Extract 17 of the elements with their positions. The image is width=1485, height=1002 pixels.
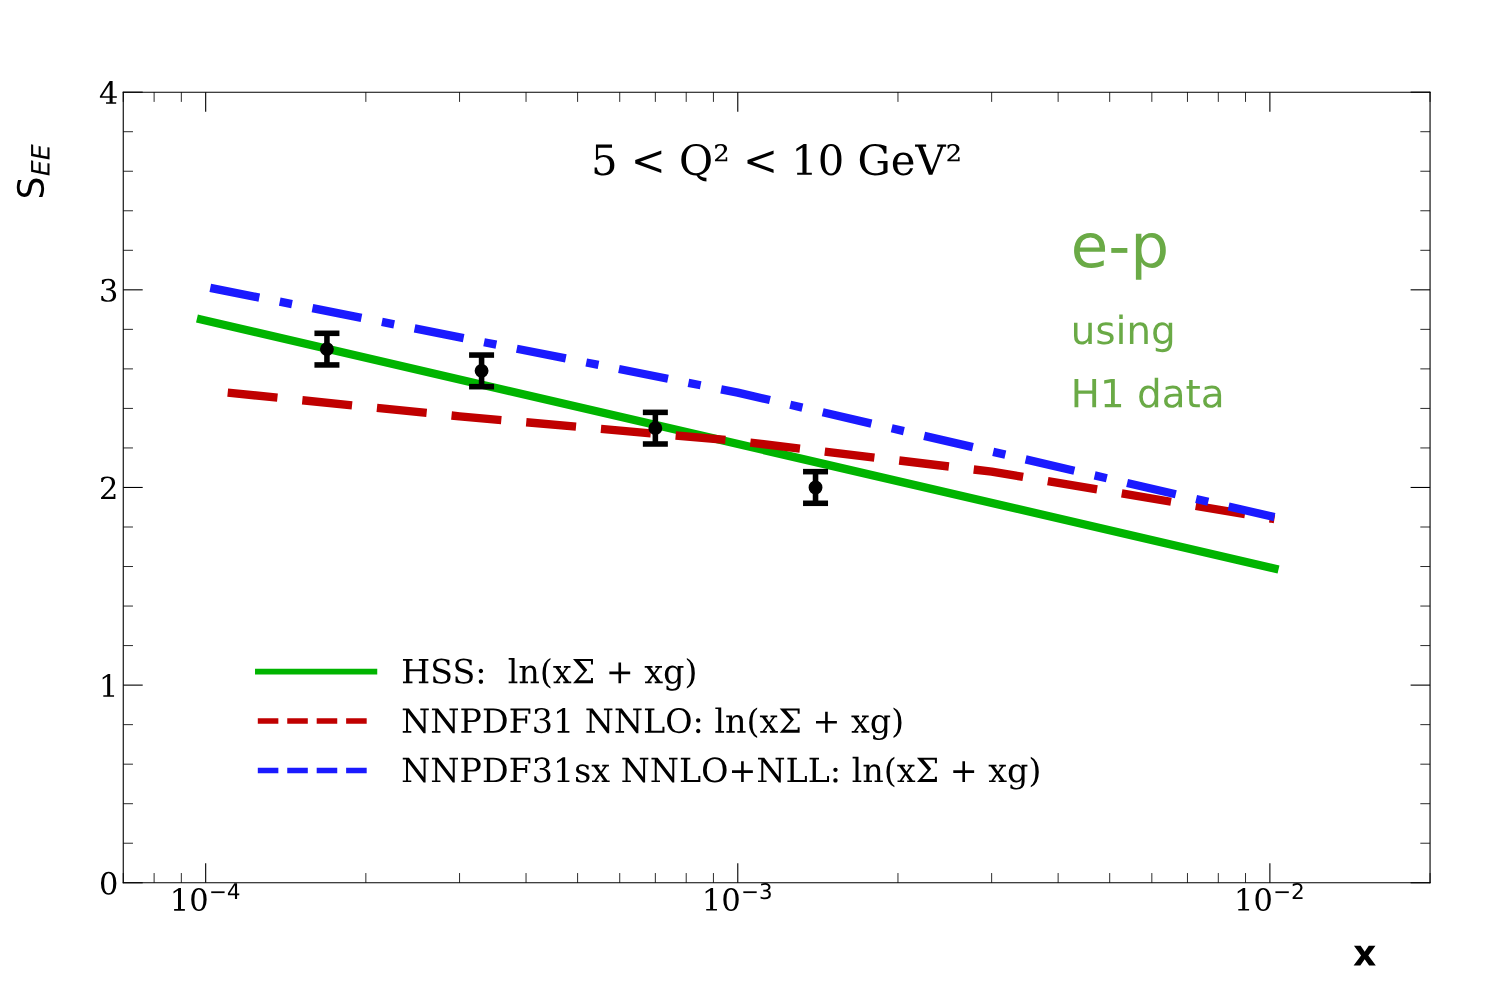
y-tick-label: 0 [100, 871, 117, 895]
y-tick-label: 1 [102, 674, 115, 697]
x-tick-label: 10$^{−2}$ [1237, 883, 1303, 912]
legend-label: HSS: ln(xΣ + xg) [402, 657, 695, 691]
annotation: using [1073, 314, 1173, 353]
y-tick-label: 2 [101, 476, 116, 500]
y-axis-title: S$_{EE}$ [16, 144, 50, 198]
legend-label: NNPDF31 NNLO: ln(xΣ + xg) [402, 707, 902, 741]
x-tick-label: 10$^{−4}$ [173, 883, 240, 912]
y-tick-label: 3 [101, 278, 117, 302]
y-tick-label: 4 [99, 81, 117, 104]
annotation: H1 data [1074, 377, 1222, 408]
x-axis-title: x [1353, 945, 1376, 966]
legend-label: NNPDF31sx NNLO+NLL: ln(xΣ + xg) [402, 756, 1039, 790]
text: 5 < Q² < 10 GeV² [594, 143, 960, 182]
annotation: e-p [1074, 232, 1166, 280]
x-tick-label: 10$^{−3}$ [705, 883, 771, 912]
